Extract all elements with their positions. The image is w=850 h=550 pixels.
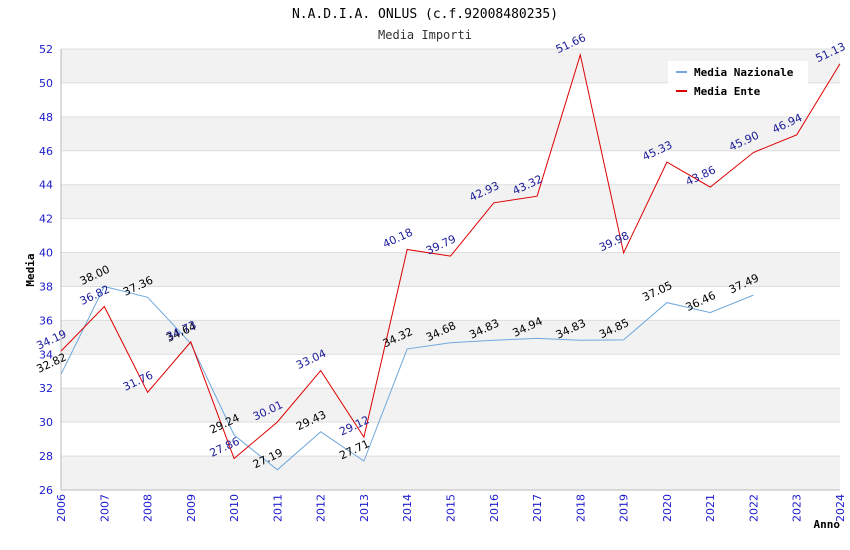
y-axis-ticks: 26 28 30 32 34 36 38 40 42 44 46 48 50 52 [39,43,53,497]
y-tick-label: 52 [39,43,53,56]
grid-band [61,388,840,423]
x-tick-label: 2018 [574,494,587,522]
y-tick-label: 46 [39,145,53,158]
x-tick-label: 2019 [618,494,631,522]
x-tick-label: 2015 [445,494,458,522]
x-tick-label: 2010 [228,494,241,522]
grid-band [61,184,840,219]
x-tick-label: 2016 [488,494,501,522]
y-axis-label: Media [24,253,37,286]
y-tick-label: 44 [39,179,53,192]
x-tick-label: 2012 [315,494,328,522]
y-tick-label: 26 [39,484,53,497]
y-tick-label: 40 [39,247,53,260]
chart-subtitle: Media Importi [378,28,472,42]
x-tick-label: 2009 [185,494,198,522]
chart-title: N.A.D.I.A. ONLUS (c.f.92008480235) [292,7,558,22]
legend-label: Media Ente [694,85,761,98]
legend-box [668,61,808,101]
y-tick-label: 28 [39,450,53,463]
series-lines [60,52,841,471]
x-tick-label: 2020 [661,494,674,522]
y-tick-label: 36 [39,314,53,327]
x-tick-label: 2011 [271,494,284,522]
grid-band [61,320,840,355]
x-tick-label: 2024 [834,494,847,522]
series-line-1 [60,285,754,471]
grid-band [61,116,840,151]
grid-band [61,456,840,490]
y-tick-label: 38 [39,280,53,293]
plot-frame [60,49,840,491]
grid-bands [61,48,840,491]
x-tick-label: 2023 [791,494,804,522]
data-label: 39.98 [597,229,631,254]
legend: Media Nazionale Media Ente [668,61,808,101]
x-tick-label: 2006 [55,494,68,522]
x-tick-label: 2021 [704,494,717,522]
y-tick-label: 30 [39,416,53,429]
data-label: 40.18 [381,226,415,251]
y-tick-label: 32 [39,382,53,395]
y-tick-label: 42 [39,213,53,226]
x-tick-label: 2007 [98,494,111,522]
series-line-2 [60,52,841,460]
x-tick-label: 2013 [358,494,371,522]
x-tick-label: 2017 [531,494,544,522]
y-tick-label: 50 [39,77,53,90]
x-tick-label: 2022 [747,494,760,522]
y-tick-label: 48 [39,111,53,124]
x-axis-ticks: 2006 2007 2008 2009 2010 2011 2012 2013 2014 2015… [55,494,847,522]
legend-label: Media Nazionale [694,66,794,79]
x-tick-label: 2008 [142,494,155,522]
x-axis-label: Anno [814,518,841,531]
y-tick-label: 34 [39,348,53,361]
x-tick-label: 2014 [401,494,414,522]
grid-band [61,252,840,287]
